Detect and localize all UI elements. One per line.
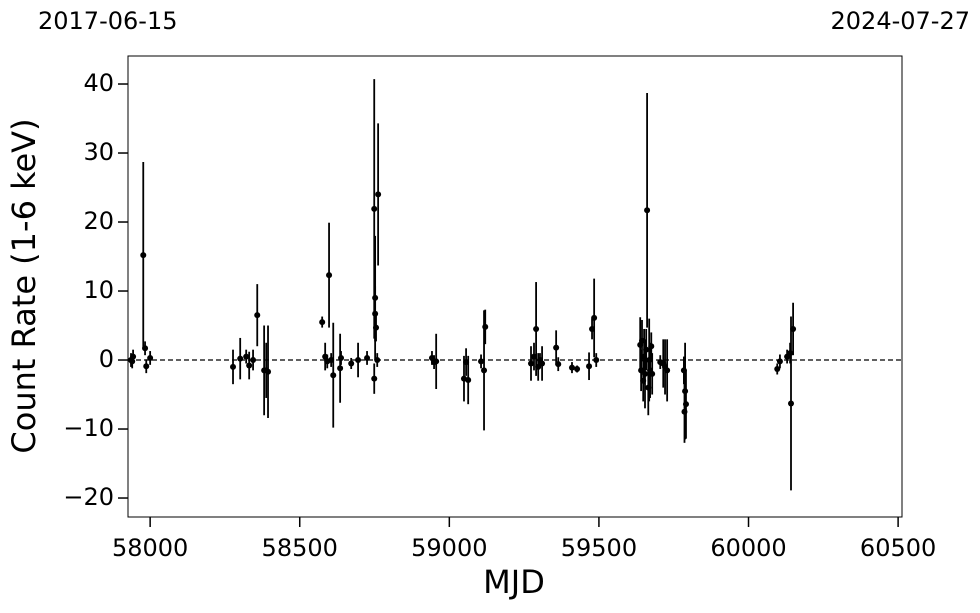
data-point — [682, 388, 689, 395]
x-axis-label: MJD — [483, 563, 545, 601]
data-point — [539, 360, 546, 367]
data-point — [246, 362, 253, 369]
date-annotation: 2017-06-15 — [38, 7, 177, 35]
data-point — [664, 367, 671, 374]
data-point — [640, 377, 647, 384]
data-point — [348, 360, 355, 367]
plot-frame — [127, 55, 903, 518]
y-tick-label: −20 — [63, 483, 114, 511]
data-point — [641, 370, 648, 377]
data-point — [243, 353, 250, 360]
data-point — [535, 363, 542, 370]
data-point — [639, 337, 646, 344]
data-point — [680, 367, 687, 374]
data-point — [372, 294, 379, 301]
x-tick-label: 59500 — [561, 534, 637, 562]
data-point — [478, 358, 485, 365]
data-point — [787, 350, 794, 357]
data-point — [646, 357, 653, 364]
data-point — [482, 323, 489, 330]
data-point — [364, 354, 371, 361]
data-point — [649, 370, 656, 377]
data-point — [591, 314, 598, 321]
data-point — [143, 363, 150, 370]
data-point — [645, 384, 652, 391]
data-point — [142, 345, 149, 352]
date-annotation: 2024-07-27 — [831, 7, 970, 35]
y-axis-label: Count Rate (1-6 keV) — [5, 118, 43, 453]
data-point — [790, 325, 797, 332]
data-point — [530, 353, 537, 360]
data-point — [589, 325, 596, 332]
data-point — [641, 353, 648, 360]
data-point — [528, 360, 535, 367]
data-point — [638, 367, 645, 374]
data-point — [375, 191, 382, 198]
data-point — [643, 346, 650, 353]
data-point — [140, 252, 147, 259]
data-point — [648, 343, 655, 350]
x-tick-label: 60500 — [860, 534, 936, 562]
x-tick-label: 58500 — [262, 534, 338, 562]
y-tick-label: 40 — [83, 69, 114, 97]
data-point — [465, 377, 472, 384]
data-point — [250, 357, 257, 364]
data-point — [319, 319, 326, 326]
data-point — [337, 365, 344, 372]
y-tick-label: 0 — [99, 345, 114, 373]
data-point — [330, 372, 337, 379]
data-point — [481, 367, 488, 374]
data-point — [254, 312, 261, 319]
data-point — [776, 358, 783, 365]
data-point — [371, 375, 378, 382]
data-point — [555, 361, 562, 368]
data-point — [373, 324, 380, 331]
data-point — [130, 353, 137, 360]
data-point — [371, 205, 378, 212]
data-point — [593, 357, 600, 364]
data-point — [433, 358, 440, 365]
data-point — [774, 365, 781, 372]
data-point — [568, 364, 575, 371]
data-point — [147, 354, 154, 361]
data-point — [338, 354, 345, 361]
data-point — [230, 363, 237, 370]
data-point — [586, 363, 593, 370]
data-point — [355, 357, 362, 364]
data-point — [574, 365, 581, 372]
data-point — [265, 368, 272, 375]
x-tick-label: 60000 — [710, 534, 786, 562]
data-point — [681, 408, 688, 415]
data-point — [374, 357, 381, 364]
x-tick-label: 58000 — [112, 534, 188, 562]
y-tick-label: 20 — [83, 207, 114, 235]
y-tick-label: 30 — [83, 138, 114, 166]
x-tick-label: 59000 — [411, 534, 487, 562]
data-point — [788, 400, 795, 407]
data-point — [533, 325, 540, 332]
data-point — [326, 272, 333, 279]
data-point — [372, 310, 379, 317]
y-tick-label: −10 — [63, 414, 114, 442]
data-point — [237, 355, 244, 362]
data-point — [682, 401, 689, 408]
data-point — [328, 357, 335, 364]
data-point — [553, 344, 560, 351]
data-point — [463, 359, 470, 366]
y-tick-label: 10 — [83, 276, 114, 304]
data-point — [644, 207, 651, 214]
data-point — [322, 353, 329, 360]
data-point — [129, 358, 136, 365]
